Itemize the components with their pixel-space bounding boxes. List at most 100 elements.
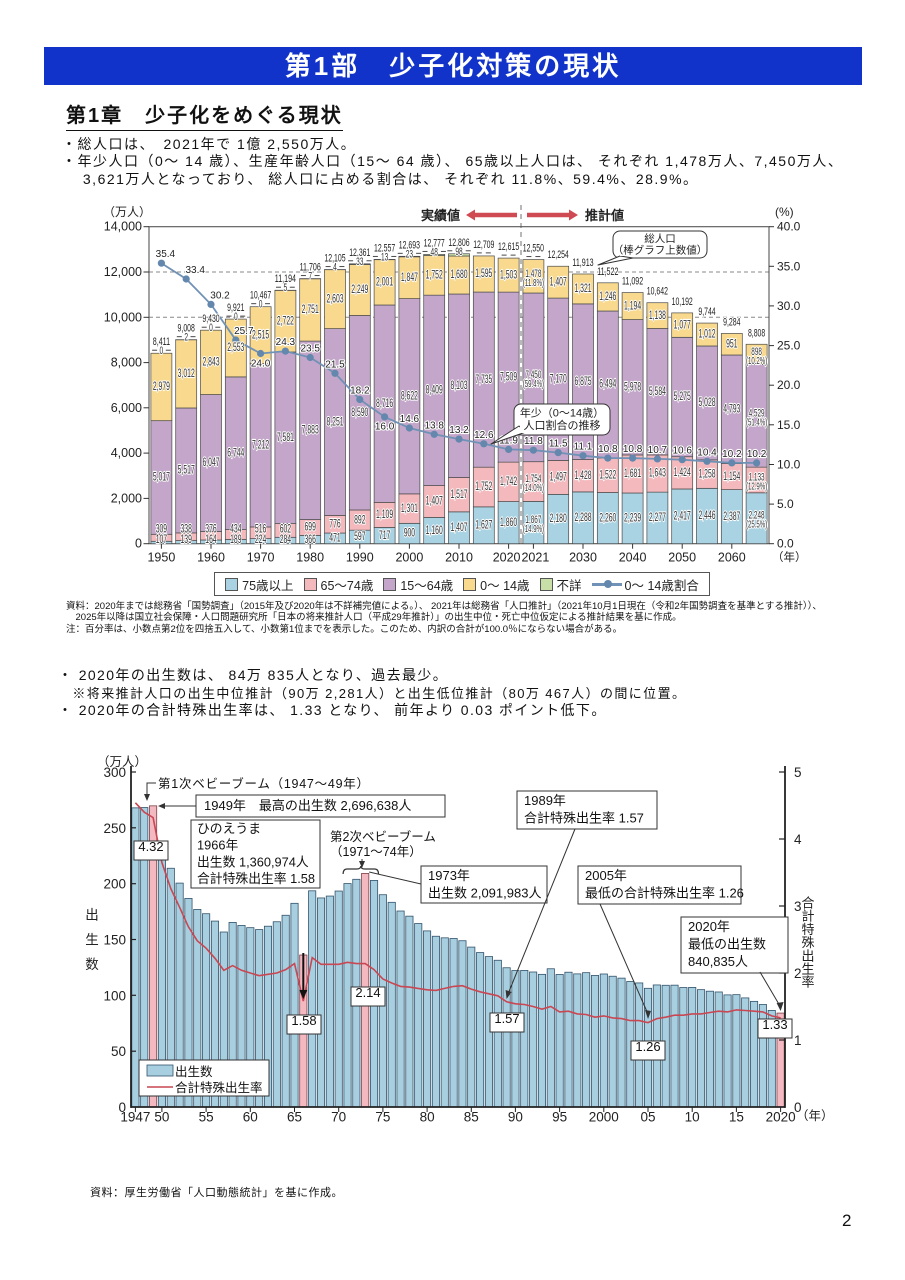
svg-text:1949年 最高の出生数 2,696,638人: 1949年 最高の出生数 2,696,638人: [204, 798, 411, 813]
svg-text:12,000: 12,000: [104, 265, 142, 279]
svg-text:（棒グラフ上数値）: （棒グラフ上数値）: [613, 244, 708, 257]
svg-text:7,581: 7,581: [277, 430, 294, 444]
svg-text:最低の出生数: 最低の出生数: [688, 937, 766, 952]
svg-text:12,550: 12,550: [523, 243, 544, 255]
svg-text:第2次ベビーブーム: 第2次ベビーブーム: [330, 829, 436, 844]
svg-text:2005年: 2005年: [585, 868, 627, 883]
svg-text:840,835人: 840,835人: [688, 954, 748, 969]
svg-text:2,260: 2,260: [599, 510, 616, 524]
svg-text:1,627: 1,627: [475, 518, 492, 532]
svg-text:2020: 2020: [493, 551, 521, 565]
svg-text:224: 224: [255, 532, 267, 546]
svg-text:107: 107: [156, 532, 168, 546]
svg-text:24.0: 24.0: [251, 359, 271, 370]
svg-text:合計特殊出生率: 合計特殊出生率: [175, 1080, 263, 1095]
svg-text:2,239: 2,239: [624, 511, 641, 525]
svg-text:9,430: 9,430: [202, 313, 219, 325]
svg-text:1,138: 1,138: [649, 308, 666, 322]
svg-text:21.5: 21.5: [325, 359, 345, 370]
svg-text:生: 生: [801, 962, 814, 977]
svg-text:9,744: 9,744: [698, 306, 715, 318]
svg-text:（1971～74年）: （1971～74年）: [330, 845, 422, 859]
svg-text:10.4: 10.4: [697, 447, 717, 458]
svg-text:8,808: 8,808: [748, 327, 765, 339]
svg-text:2,515: 2,515: [252, 327, 269, 341]
svg-text:13: 13: [381, 251, 388, 263]
svg-text:602: 602: [280, 522, 292, 536]
svg-text:4.32: 4.32: [138, 839, 163, 854]
svg-text:生: 生: [85, 932, 99, 947]
svg-text:8,716: 8,716: [376, 396, 393, 410]
svg-text:35.4: 35.4: [156, 249, 176, 260]
svg-text:1,497: 1,497: [550, 470, 567, 484]
svg-text:699: 699: [305, 520, 317, 534]
svg-text:3: 3: [794, 899, 802, 914]
svg-text:1,517: 1,517: [450, 487, 467, 501]
svg-text:2,180: 2,180: [550, 511, 567, 525]
svg-text:16.0: 16.0: [375, 421, 395, 432]
svg-text:推計値: 推計値: [585, 208, 624, 223]
svg-text:（年）: （年）: [796, 1109, 834, 1123]
svg-text:1,503: 1,503: [500, 267, 517, 281]
svg-text:2,417: 2,417: [674, 509, 691, 523]
svg-text:597: 597: [354, 529, 366, 543]
svg-text:898: 898: [751, 346, 762, 358]
svg-text:951: 951: [726, 336, 738, 350]
svg-text:25.0: 25.0: [777, 339, 801, 353]
svg-text:12,709: 12,709: [473, 239, 494, 251]
svg-text:366: 366: [305, 532, 317, 546]
svg-text:(10.2%): (10.2%): [746, 355, 767, 367]
svg-text:1970: 1970: [247, 551, 275, 565]
svg-text:率: 率: [801, 975, 814, 990]
svg-text:10.8: 10.8: [598, 444, 618, 455]
svg-text:（年）: （年）: [772, 550, 807, 564]
svg-text:6,047: 6,047: [202, 455, 219, 469]
svg-text:1,012: 1,012: [698, 327, 715, 341]
svg-text:8,411: 8,411: [153, 336, 170, 348]
svg-text:2050: 2050: [668, 551, 696, 565]
svg-text:309: 309: [156, 522, 168, 536]
svg-text:12,105: 12,105: [324, 253, 345, 265]
svg-text:0: 0: [118, 1100, 126, 1115]
svg-text:(12.9%): (12.9%): [746, 481, 767, 493]
svg-text:1,681: 1,681: [624, 466, 641, 480]
svg-text:0: 0: [209, 322, 213, 334]
svg-text:2000: 2000: [395, 551, 423, 565]
svg-text:8,409: 8,409: [426, 383, 443, 397]
svg-text:1,407: 1,407: [426, 494, 443, 508]
svg-text:5: 5: [794, 765, 802, 780]
svg-text:0.0: 0.0: [777, 537, 794, 551]
svg-text:12.6: 12.6: [474, 430, 494, 441]
svg-text:7: 7: [308, 271, 312, 283]
svg-text:10.2: 10.2: [747, 449, 767, 460]
svg-text:23.5: 23.5: [300, 344, 320, 355]
svg-text:10.6: 10.6: [672, 446, 692, 457]
svg-text:出生数: 出生数: [175, 1064, 213, 1079]
svg-text:65: 65: [287, 1110, 302, 1125]
svg-text:1,522: 1,522: [599, 468, 616, 482]
svg-text:2,843: 2,843: [202, 355, 219, 369]
svg-text:出: 出: [85, 908, 99, 923]
svg-text:1,077: 1,077: [674, 317, 691, 331]
svg-text:2040: 2040: [619, 551, 647, 565]
svg-text:4,793: 4,793: [723, 402, 740, 416]
svg-text:1,867: 1,867: [525, 514, 541, 526]
svg-text:12,557: 12,557: [374, 242, 395, 254]
svg-text:(%): (%): [775, 205, 794, 219]
svg-text:1.58: 1.58: [291, 1013, 316, 1028]
svg-text:合計特殊出生率 1.57: 合計特殊出生率 1.57: [524, 811, 644, 826]
svg-text:2: 2: [794, 966, 802, 981]
svg-text:70: 70: [331, 1110, 346, 1125]
svg-text:12,806: 12,806: [448, 237, 469, 249]
svg-text:8,103: 8,103: [450, 378, 467, 392]
svg-text:471: 471: [329, 531, 341, 545]
svg-text:ひのえうま: ひのえうま: [197, 821, 261, 836]
svg-text:1.57: 1.57: [494, 1011, 519, 1026]
svg-text:出生数 1,360,974人: 出生数 1,360,974人: [197, 854, 309, 869]
svg-text:2.14: 2.14: [355, 985, 380, 1000]
svg-text:2,249: 2,249: [351, 282, 368, 296]
svg-text:9,921: 9,921: [227, 302, 244, 314]
svg-text:11,194: 11,194: [275, 273, 296, 285]
svg-text:0: 0: [135, 537, 142, 551]
svg-text:1,752: 1,752: [426, 268, 443, 282]
